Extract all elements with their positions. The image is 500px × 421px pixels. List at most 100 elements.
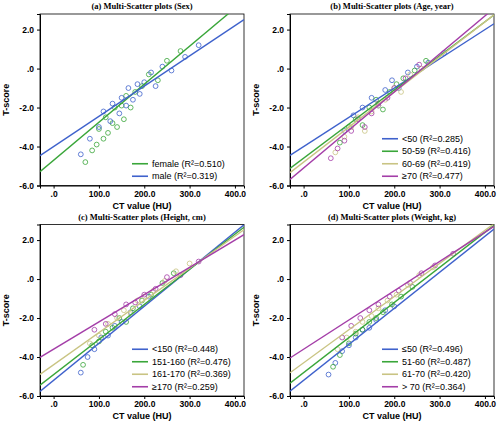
tick-label: 400.0 [225,189,247,199]
y-axis-title: T-score [251,294,261,326]
tick-mark [37,147,40,148]
x-axis-title: CT value (HU) [362,201,421,211]
point [90,148,95,153]
tick-label: 2.0 [272,25,284,35]
x-axis: .0100.0200.0300.0400.0 [291,186,497,199]
y-tick: .0 [27,64,40,74]
fit-line [290,14,494,179]
data-marks [290,225,494,392]
tick-label: .0 [27,274,34,284]
fit-line [40,235,244,358]
point [153,84,158,89]
legend-entry: 60-69 (R²=0.419) [382,159,471,169]
tick-mark [287,396,290,397]
tick-mark [287,69,290,70]
legend-swatch [132,361,148,363]
tick-label: -4.0 [269,142,284,152]
tick-label: -4.0 [269,352,284,362]
tick-label: .0 [51,189,58,199]
tick-label: -2.0 [19,313,34,323]
tick-label: -2.0 [269,103,284,113]
tick-label: 100.0 [89,399,111,409]
tick-mark [37,396,40,397]
point-series [83,49,183,165]
point [187,261,192,266]
x-tick: 100.0 [89,186,111,199]
tick-label: 400.0 [225,399,247,409]
legend-swatch [382,138,398,140]
x-tick: .0 [301,396,308,409]
legend-label: <150 (R²=0.448) [152,344,218,354]
y-tick: -4.0 [19,352,40,362]
x-tick: 100.0 [89,396,111,409]
tick-mark [287,108,290,109]
point [92,327,97,332]
y-tick: -2.0 [269,313,290,323]
fit-line [290,229,494,391]
tick-mark [37,240,40,241]
legend-swatch [132,348,148,350]
y-axis-title: T-score [1,294,11,326]
y-tick: .0 [277,64,290,74]
panel: (c) Multi-Scatter plots (Height, cm).010… [1,212,246,421]
tick-label: -4.0 [19,352,34,362]
fit-line [290,225,494,383]
x-tick: 400.0 [475,186,497,199]
tick-label: -2.0 [19,103,34,113]
chart-title: (a) Multi-Scatter plots (Sex) [91,1,192,11]
y-tick: -2.0 [19,313,40,323]
tick-label: .0 [277,274,284,284]
y-axis: -6.0-4.0-2.0.02.0 [19,15,40,191]
tick-label: 100.0 [89,189,111,199]
axis-line [37,225,41,397]
x-tick: 400.0 [225,186,247,199]
plot-area: .0100.0200.0300.0400.0-6.0-4.0-2.0.02.0<… [269,8,496,198]
tick-mark [287,318,290,319]
point [342,138,347,143]
legend-label: 61-70 (R²=0.420) [402,369,471,379]
point [128,105,133,110]
legend-label: ≤50 (R²=0.496) [402,344,463,354]
axis-line [37,15,41,187]
point [101,136,106,141]
tick-mark [287,186,290,187]
y-tick: -6.0 [19,391,40,401]
tick-label: 2.0 [22,25,34,35]
point [369,95,374,100]
point [328,156,333,161]
point [331,364,336,369]
x-tick: 300.0 [179,186,201,199]
tick-label: .0 [27,64,34,74]
tick-label: 200.0 [134,399,156,409]
plot-frame [40,14,244,186]
point [196,43,201,48]
tick-label: 2.0 [272,235,284,245]
tick-label: 100.0 [339,189,361,199]
point [335,146,340,151]
point [87,136,92,141]
y-tick: -6.0 [269,391,290,401]
tick-label: 200.0 [134,189,156,199]
y-axis: -6.0-4.0-2.0.02.0 [269,15,290,191]
tick-mark [37,69,40,70]
fit-line [40,20,244,156]
panel: (d) Multi-Scatter plots (Weight, kg).010… [251,212,496,421]
x-axis: .0 100.0 200.0 300.0 400.0 [41,186,247,199]
data-marks [40,225,244,392]
x-tick: 300.0 [429,396,451,409]
legend-label: ≥170 (R²=0.259) [152,382,218,392]
point [424,58,429,63]
point [165,275,170,280]
tick-label: 200.0 [384,189,406,199]
legend: <150 (R²=0.448)151-160 (R²=0.476)161-170… [132,344,231,392]
legend-entry: 61-70 (R²=0.420) [382,369,471,379]
point [110,101,115,106]
plot-area: .0100.0200.0300.0400.0-6.0-4.0-2.0.02.0f… [19,1,246,199]
point [137,92,142,97]
tick-mark [37,186,40,187]
tick-mark [37,30,40,31]
point [78,152,83,157]
y-tick: 2.0 [22,25,40,35]
fit-line [40,14,244,172]
tick-label: -6.0 [19,181,34,191]
